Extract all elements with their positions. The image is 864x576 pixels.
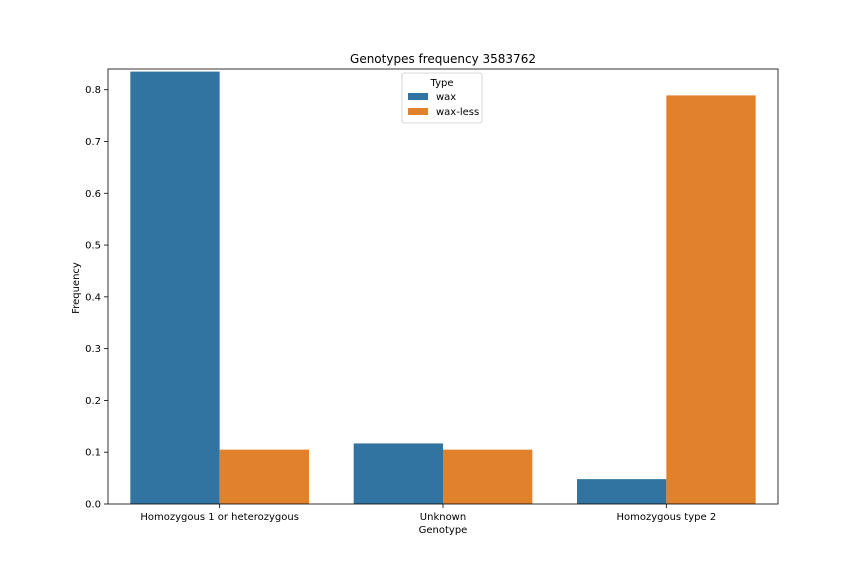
- legend-label-wax: wax: [436, 92, 456, 103]
- x-axis-label: Genotype: [419, 525, 468, 536]
- y-tick-label: 0.7: [85, 137, 101, 148]
- x-tick-label: Homozygous type 2: [616, 512, 716, 523]
- x-axis: Homozygous 1 or heterozygous Unknown Homoz…: [140, 504, 716, 523]
- legend-title: Type: [430, 78, 454, 89]
- y-axis: 0.0 0.1 0.2 0.3 0.4 0.5 0.6 0.7 0.8: [85, 85, 108, 511]
- bar-wax-0: [130, 71, 220, 504]
- bar-wax-less-0: [219, 449, 309, 505]
- y-tick-label: 0.1: [85, 448, 101, 459]
- legend-swatch-wax-less: [408, 108, 428, 115]
- y-tick-label: 0.3: [85, 344, 101, 355]
- legend-swatch-wax: [408, 93, 428, 100]
- bar-wax-1: [353, 443, 443, 504]
- y-tick-label: 0.8: [85, 85, 101, 96]
- bar-wax-less-1: [443, 449, 533, 505]
- x-tick-label: Homozygous 1 or heterozygous: [140, 512, 299, 523]
- chart-title: Genotypes frequency 3583762: [350, 52, 536, 66]
- legend: Type wax wax-less: [401, 72, 483, 124]
- bars-group: [130, 71, 756, 505]
- y-tick-label: 0.5: [85, 241, 101, 252]
- y-tick-label: 0.6: [85, 189, 101, 200]
- y-tick-label: 0.4: [85, 292, 101, 303]
- bar-wax-2: [577, 479, 667, 504]
- bar-wax-less-2: [666, 95, 756, 504]
- y-tick-label: 0.0: [85, 500, 101, 511]
- y-axis-label: Frequency: [71, 262, 82, 314]
- y-tick-label: 0.2: [85, 396, 101, 407]
- x-tick-label: Unknown: [420, 512, 466, 523]
- legend-label-wax-less: wax-less: [436, 107, 479, 118]
